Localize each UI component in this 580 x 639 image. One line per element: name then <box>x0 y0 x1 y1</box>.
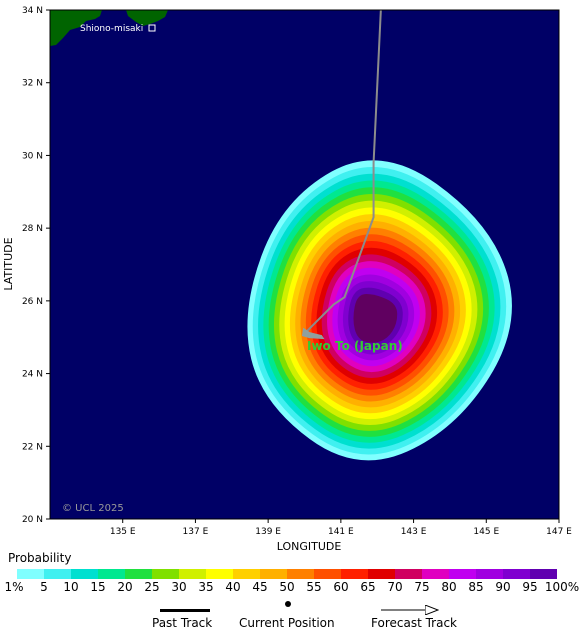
legend-swatch <box>125 569 152 579</box>
y-tick-label: 24 N <box>22 370 43 380</box>
legend-swatch <box>260 569 287 579</box>
legend-label: 100% <box>544 580 580 594</box>
x-tick-label: 135 E <box>110 527 136 537</box>
x-axis-title: LONGITUDE <box>277 540 342 553</box>
plot-frame <box>49 9 560 520</box>
legend-swatch <box>314 569 341 579</box>
x-tick-label: 145 E <box>473 527 499 537</box>
legend-label: 75 <box>414 580 430 594</box>
place-marker-shiono-misaki <box>148 24 156 32</box>
legend-label: 40 <box>225 580 241 594</box>
legend-swatch <box>503 569 530 579</box>
legend-label: 30 <box>171 580 187 594</box>
y-tick-label: 32 N <box>22 79 43 89</box>
legend-label: 35 <box>198 580 214 594</box>
legend-label: 65 <box>360 580 376 594</box>
legend-swatch <box>152 569 179 579</box>
y-tick-label: 20 N <box>22 515 43 525</box>
legend-tick-labels: 1% 5 10 15 20 25 30 35 40 45 50 55 60 65 70 75 80 85 90 95 1… <box>0 580 580 594</box>
x-tick-label: 139 E <box>255 527 281 537</box>
place-label-shiono-misaki: Shiono-misaki <box>80 24 143 34</box>
legend-swatch <box>71 569 98 579</box>
legend-swatch <box>368 569 395 579</box>
y-tick-label: 28 N <box>22 224 43 234</box>
legend-colorbar <box>17 569 557 579</box>
x-tick-label: 137 E <box>183 527 209 537</box>
land-east-coast <box>126 10 168 26</box>
legend-swatch <box>341 569 368 579</box>
legend-swatch <box>530 569 557 579</box>
land-shiono-misaki <box>50 10 102 46</box>
y-axis-title: LATITUDE <box>2 237 15 290</box>
x-tick-label: 147 E <box>546 527 572 537</box>
legend-label: 45 <box>252 580 268 594</box>
legend-swatch <box>44 569 71 579</box>
probability-rings <box>247 160 512 461</box>
legend-swatch <box>287 569 314 579</box>
past-track-key-label: Past Track <box>152 616 213 630</box>
legend-label: 55 <box>306 580 322 594</box>
legend-label: 80 <box>441 580 457 594</box>
legend-label: 25 <box>144 580 160 594</box>
legend-swatch <box>449 569 476 579</box>
legend-label: 5 <box>40 580 48 594</box>
legend-swatch <box>98 569 125 579</box>
legend-label: 15 <box>90 580 106 594</box>
current-position-key-dot <box>285 601 291 607</box>
forecast-track-key-label: Forecast Track <box>371 616 457 630</box>
legend-label: 90 <box>495 580 511 594</box>
y-tick-label: 34 N <box>22 6 43 16</box>
past-track-key-line <box>160 609 210 612</box>
x-axis-ticks: 135 E 137 E 139 E 141 E 143 E 145 E 147 E <box>110 519 572 537</box>
legend-swatch <box>395 569 422 579</box>
x-tick-label: 143 E <box>401 527 427 537</box>
legend-label: 70 <box>387 580 403 594</box>
legend-label: 50 <box>279 580 295 594</box>
y-axis-ticks: 20 N 22 N 24 N 26 N 28 N 30 N 32 N 34 N <box>22 6 50 525</box>
legend-label: 95 <box>522 580 538 594</box>
forecast-track-line <box>303 10 382 335</box>
y-tick-label: 22 N <box>22 442 43 452</box>
iwo-to-island <box>301 327 325 340</box>
probability-ring-100 <box>353 294 398 343</box>
legend-swatch <box>206 569 233 579</box>
legend-swatch <box>422 569 449 579</box>
x-tick-label: 141 E <box>328 527 354 537</box>
legend-swatch <box>233 569 260 579</box>
copyright-label: © UCL 2025 <box>62 503 124 514</box>
legend-label: 1% <box>4 580 24 594</box>
legend-label: 85 <box>468 580 484 594</box>
legend-swatch <box>476 569 503 579</box>
place-label-iwo-to: Iwo To (Japan) <box>307 339 403 353</box>
current-position-key-label: Current Position <box>239 616 335 630</box>
legend-label: 10 <box>63 580 79 594</box>
y-tick-label: 26 N <box>22 297 43 307</box>
legend-title: Probability <box>8 551 72 565</box>
legend-swatch <box>17 569 44 579</box>
y-tick-label: 30 N <box>22 151 43 161</box>
legend-label: 60 <box>333 580 349 594</box>
legend-swatch <box>179 569 206 579</box>
legend-label: 20 <box>117 580 133 594</box>
